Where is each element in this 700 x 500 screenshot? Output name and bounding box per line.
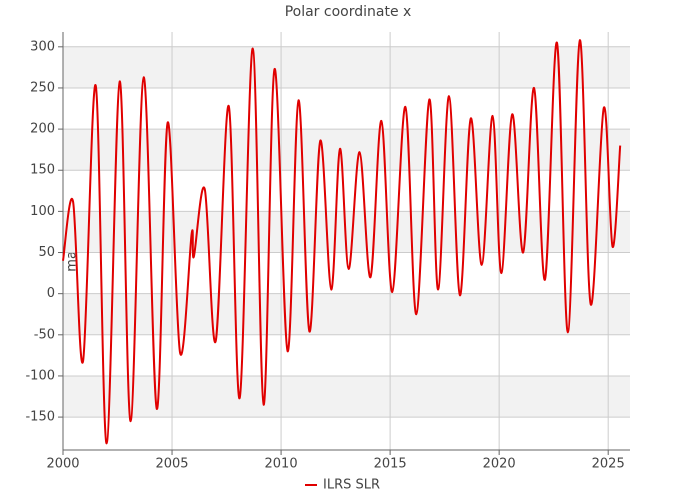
grid-band <box>63 293 630 335</box>
y-tick-label: 0 <box>47 286 55 301</box>
x-tick-label: 2010 <box>265 457 298 472</box>
x-tick-label: 2025 <box>592 457 625 472</box>
x-tick-label: 2000 <box>46 457 79 472</box>
chart-title: Polar coordinate x <box>285 4 412 20</box>
y-tick-label: -150 <box>25 410 55 425</box>
x-tick-label: 2015 <box>374 457 407 472</box>
data-line <box>62 39 622 445</box>
grid-band <box>63 46 630 88</box>
y-tick-label: 300 <box>30 39 55 54</box>
y-tick-label: 250 <box>30 80 55 95</box>
x-tick-label: 2020 <box>483 457 516 472</box>
y-tick-label: -50 <box>34 327 55 342</box>
legend-label: ILRS SLR <box>323 478 380 493</box>
y-tick-label: 200 <box>30 122 55 137</box>
y-tick-label: 100 <box>30 204 55 219</box>
grid-band <box>63 129 630 171</box>
y-tick-label: 50 <box>38 245 55 260</box>
plot-background <box>63 46 630 418</box>
x-tick-label: 2005 <box>155 457 188 472</box>
grid-band <box>63 375 630 418</box>
y-tick-label: 150 <box>30 163 55 178</box>
y-tick-label: -100 <box>25 368 55 383</box>
